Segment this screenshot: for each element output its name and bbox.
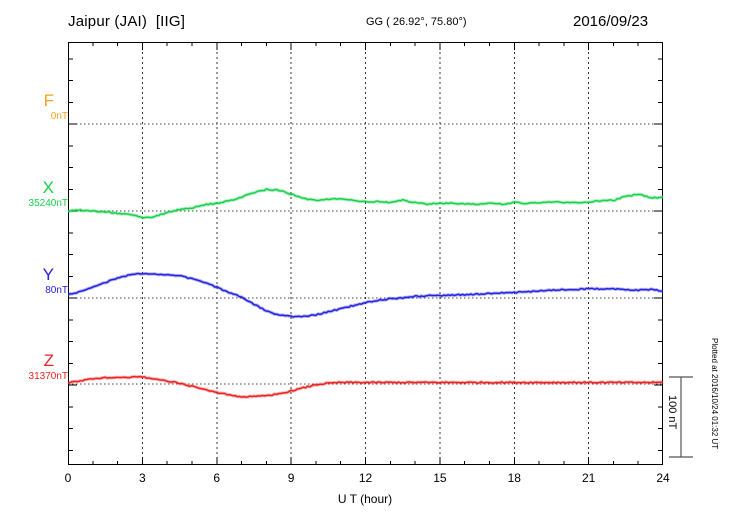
trace-x <box>68 187 663 220</box>
geographic-coordinates: GG ( 26.92°, 75.80°) <box>366 16 467 28</box>
x-tick-label-0: 0 <box>64 471 72 485</box>
plotted-at-label: Plotted at 2016/10/24 01:32 UT <box>710 338 719 450</box>
component-baseline-y: 80nT <box>45 285 68 296</box>
component-letter-y: Y <box>42 265 54 284</box>
x-tick-label-3: 3 <box>139 471 146 485</box>
component-letter-z: Z <box>43 351 54 370</box>
x-tick-label-24: 24 <box>656 471 670 485</box>
x-tick-label-21: 21 <box>581 471 596 485</box>
x-tick-label-12: 12 <box>358 471 373 485</box>
x-tick-label-9: 9 <box>287 471 295 485</box>
component-label-x: X 35240nT <box>0 179 68 209</box>
component-baseline-f: 0nT <box>50 111 68 122</box>
observation-date: 2016/09/23 <box>573 13 649 30</box>
x-tick-label-15: 15 <box>433 471 447 485</box>
scale-bar-label: 100 nT <box>666 395 678 430</box>
component-label-y: Y 80nT <box>0 266 68 296</box>
trace-z <box>68 374 663 399</box>
x-tick-label-6: 6 <box>213 471 221 485</box>
component-baseline-x: 35240nT <box>28 198 68 209</box>
component-label-z: Z 31370nT <box>0 352 68 382</box>
component-letter-f: F <box>43 91 54 110</box>
trace-y <box>68 271 663 319</box>
x-axis-title: U T (hour) <box>337 492 393 506</box>
x-tick-label-18: 18 <box>507 471 521 485</box>
magnetogram-svg <box>68 42 663 465</box>
component-label-f: F 0nT <box>0 92 68 122</box>
station-title: Jaipur (JAI) [IIG] <box>68 13 186 30</box>
magnetogram-plot-area <box>68 42 663 465</box>
scale-bar-icon <box>669 376 693 458</box>
component-letter-x: X <box>42 178 54 197</box>
component-baseline-z: 31370nT <box>28 371 68 382</box>
